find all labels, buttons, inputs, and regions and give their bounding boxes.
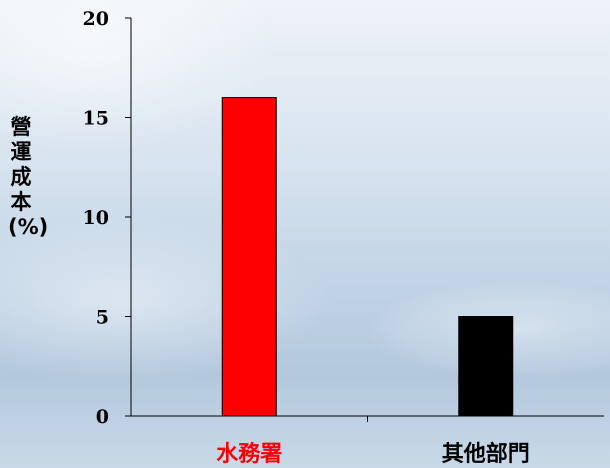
x-tick-label: 水務署 xyxy=(216,441,282,467)
y-tick-label: 5 xyxy=(96,307,109,329)
bar-2 xyxy=(458,316,514,417)
y-tick-label: 10 xyxy=(83,207,109,229)
y-tick-label: 20 xyxy=(83,8,109,30)
y-tick-label: 0 xyxy=(96,406,109,428)
y-tick-label: 15 xyxy=(83,108,109,130)
bar-1 xyxy=(221,97,277,417)
y-axis-label: 營運成本 (%) xyxy=(8,115,49,239)
x-tick-label: 其他部門 xyxy=(442,441,530,467)
